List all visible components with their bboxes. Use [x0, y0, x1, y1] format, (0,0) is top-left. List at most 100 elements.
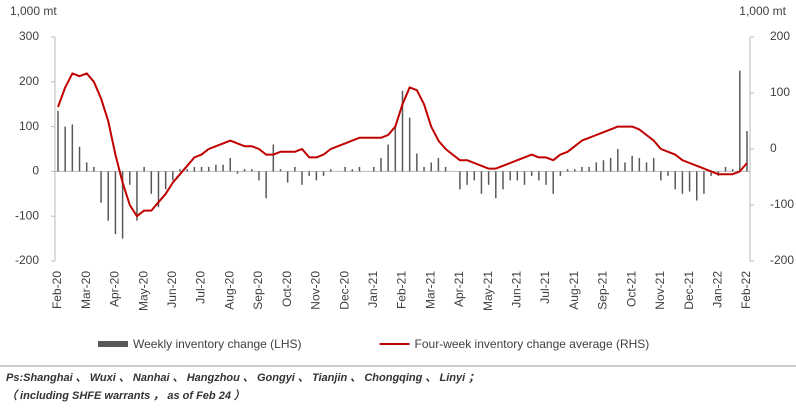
y-tick-label: 100	[19, 119, 39, 133]
bar	[344, 166, 346, 172]
bar	[373, 166, 375, 172]
y-tick-label: 200	[19, 74, 39, 88]
y2-tick-label: 200	[770, 29, 790, 43]
bar	[286, 171, 289, 183]
bar	[172, 171, 174, 181]
bar	[509, 171, 511, 181]
x-tick-label: Nov-20	[309, 271, 323, 310]
bar	[602, 160, 605, 172]
x-tick-label: Jan-22	[710, 271, 724, 308]
x-tick-label: Feb-21	[395, 271, 409, 309]
note: （ including SHFE warrants ， as of Feb 24…	[6, 389, 245, 402]
bar	[143, 166, 145, 172]
bar	[78, 146, 81, 172]
x-tick-label: Jul-20	[194, 271, 208, 304]
bar	[523, 171, 526, 185]
bar	[724, 166, 727, 172]
bar	[473, 171, 476, 181]
bar	[358, 166, 361, 172]
bar	[566, 169, 569, 172]
bar	[739, 70, 741, 172]
bar	[681, 171, 684, 194]
y2-tick-label: 100	[770, 85, 790, 99]
bar	[401, 90, 404, 172]
y-tick-label: -200	[15, 253, 39, 267]
bar	[322, 171, 325, 176]
bar	[64, 126, 66, 172]
bar	[480, 171, 483, 194]
x-tick-label: Jun-21	[510, 271, 524, 308]
bar	[581, 166, 583, 172]
bar	[617, 149, 619, 172]
bar	[423, 166, 425, 172]
legend-label: Weekly inventory change (LHS)	[133, 337, 302, 351]
x-tick-label: Nov-21	[653, 271, 667, 310]
bar	[502, 171, 504, 190]
bar	[595, 162, 598, 172]
bar	[387, 144, 389, 172]
bar	[574, 169, 576, 172]
line	[57, 72, 748, 218]
x-tick-label: Mar-20	[79, 271, 93, 309]
bar	[301, 171, 303, 185]
x-tick-label: Jun-20	[165, 271, 179, 308]
bar	[696, 171, 698, 201]
bar	[631, 155, 633, 172]
y2-tick-label: -200	[770, 253, 794, 267]
x-tick-label: Apr-20	[108, 271, 122, 307]
bar	[243, 169, 246, 172]
bar	[236, 171, 239, 174]
bar	[538, 171, 540, 181]
x-tick-label: Sep-21	[596, 271, 610, 310]
bar	[394, 126, 397, 172]
bar	[710, 171, 712, 176]
bar	[688, 171, 691, 192]
bar	[265, 171, 267, 199]
bar	[207, 166, 210, 172]
bar	[660, 171, 662, 181]
bar	[150, 171, 153, 194]
bar	[308, 171, 310, 176]
bar	[294, 166, 296, 172]
y-tick-label: 300	[19, 29, 39, 43]
x-tick-label: Mar-21	[423, 271, 437, 309]
bar	[193, 166, 196, 172]
x-tick-label: Dec-21	[682, 271, 696, 310]
x-tick-label: Oct-20	[280, 271, 294, 307]
x-tick-label: Jan-21	[366, 271, 380, 308]
bar	[380, 157, 382, 172]
bar	[157, 171, 160, 208]
x-tick-label: May-20	[136, 271, 150, 311]
bar	[215, 164, 217, 172]
bar	[638, 157, 641, 172]
x-tick-label: Aug-20	[222, 271, 236, 310]
bar	[466, 171, 468, 185]
x-tick-label: Apr-21	[452, 271, 466, 307]
bar	[186, 169, 188, 172]
bar	[179, 169, 181, 172]
bar	[487, 171, 490, 185]
bar	[164, 171, 167, 190]
bar	[315, 171, 318, 181]
x-tick-label: May-21	[481, 271, 495, 311]
bar	[136, 171, 138, 221]
x-tick-label: Oct-21	[624, 271, 638, 307]
bar	[674, 171, 676, 190]
bar	[114, 171, 117, 235]
bar	[416, 153, 418, 172]
x-tick-label: Aug-21	[567, 271, 581, 310]
y-tick-label: 0	[32, 164, 39, 178]
y2-tick-label: -100	[770, 197, 794, 211]
bar	[645, 162, 648, 172]
bar	[85, 162, 88, 172]
bar	[129, 171, 131, 185]
bar	[200, 166, 203, 172]
x-tick-label: Sep-20	[251, 271, 265, 310]
y2-tick-label: 0	[770, 141, 777, 155]
legend-label: Four-week inventory change average (RHS)	[415, 337, 650, 351]
bar	[667, 171, 669, 176]
y-unit: 1,000 mt	[10, 4, 57, 18]
bar	[279, 169, 282, 172]
bar	[459, 171, 461, 190]
